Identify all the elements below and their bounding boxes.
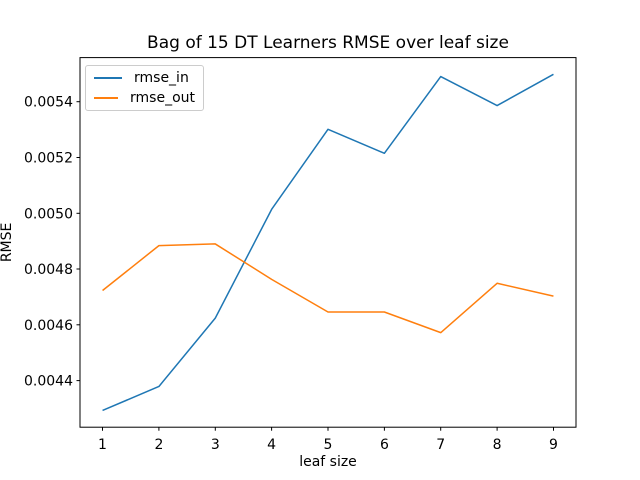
x-tick-label: 7 (436, 437, 445, 453)
y-tick-label: 0.0050 (24, 206, 73, 222)
x-tick-label: 9 (549, 437, 558, 453)
x-tick-label: 6 (380, 437, 389, 453)
rmse_in-line (102, 73, 554, 412)
x-tick-label: 2 (154, 437, 163, 453)
x-tick-label: 3 (211, 437, 220, 453)
legend-label-rmse-out: rmse_out (130, 90, 195, 106)
x-tick-label: 8 (493, 437, 502, 453)
y-tick-label: 0.0054 (24, 95, 73, 111)
x-tick-label: 4 (267, 437, 276, 453)
rmse-out-line-sample (94, 97, 119, 99)
x-tick-label: 5 (324, 437, 333, 453)
x-tick-label: 1 (98, 437, 107, 453)
x-axis-label: leaf size (299, 454, 357, 470)
legend: rmse_in rmse_out (85, 65, 204, 111)
plot-area-spines (79, 57, 577, 428)
legend-item-rmse-out: rmse_out (94, 88, 195, 108)
legend-item-rmse-in: rmse_in (94, 68, 195, 88)
rmse_out-line (102, 243, 554, 334)
y-tick-label: 0.0048 (24, 262, 73, 278)
y-tick-label: 0.0044 (24, 374, 73, 390)
rmse-in-line-sample (94, 77, 122, 79)
y-tick-label: 0.0046 (24, 318, 73, 334)
legend-label-rmse-in: rmse_in (134, 70, 189, 86)
y-axis-label: RMSE (0, 223, 15, 263)
chart-title: Bag of 15 DT Learners RMSE over leaf siz… (147, 33, 509, 53)
y-tick-label: 0.0052 (24, 151, 73, 167)
